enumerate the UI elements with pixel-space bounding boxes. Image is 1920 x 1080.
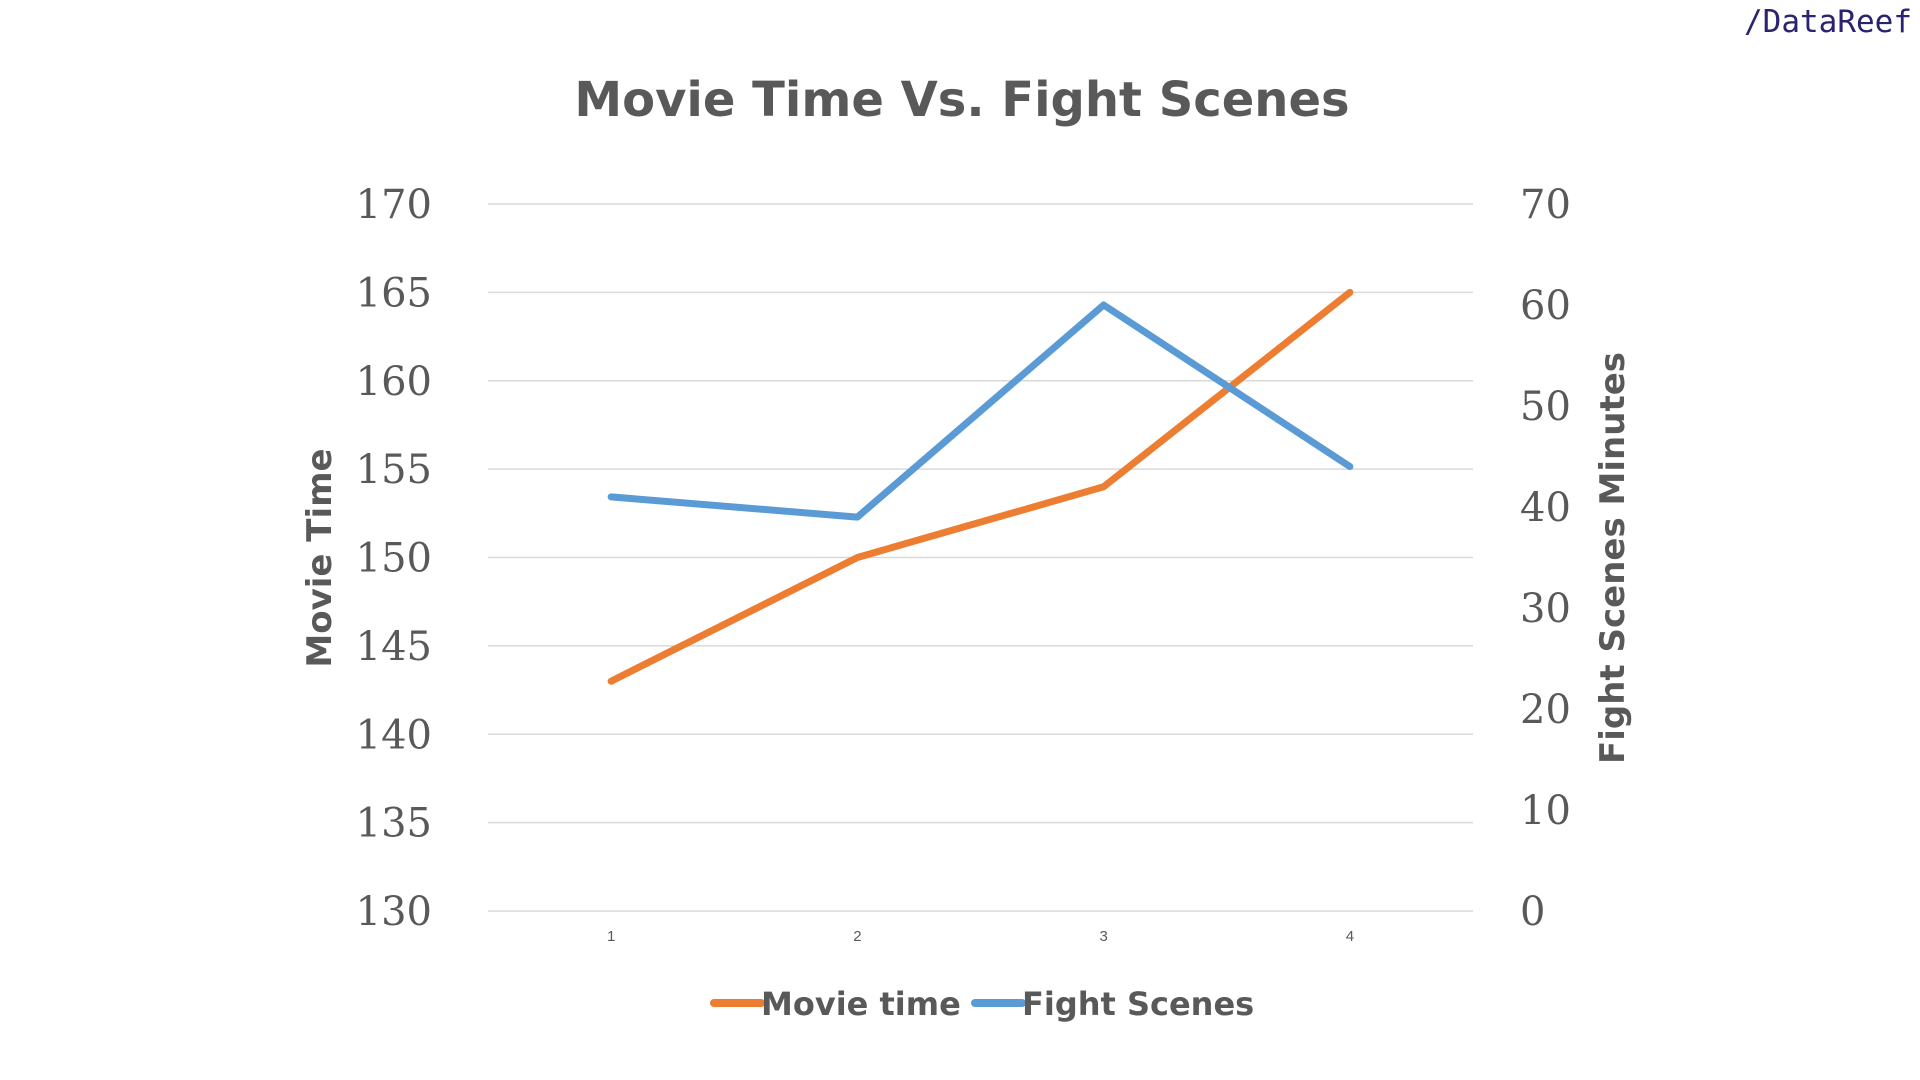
left-axis-tick-label: 140 bbox=[356, 712, 432, 758]
x-axis-ticks: 1 2 3 4 bbox=[607, 928, 1354, 945]
right-axis-tick-label: 70 bbox=[1520, 182, 1571, 228]
series-lines bbox=[607, 288, 1354, 685]
legend-label-fight-scenes: Fight Scenes bbox=[1022, 985, 1254, 1023]
left-axis-tick-label: 170 bbox=[356, 182, 432, 228]
left-axis-tick-label: 150 bbox=[356, 536, 432, 582]
left-axis-ticks: 130 135 140 145 150 155 160 165 170 bbox=[356, 182, 432, 935]
left-axis-tick-label: 160 bbox=[356, 359, 432, 405]
legend: Movie time Fight Scenes bbox=[710, 985, 1254, 1023]
left-axis-tick-label: 155 bbox=[356, 447, 432, 493]
x-axis-tick-label: 1 bbox=[607, 928, 615, 945]
chart-title: Movie Time Vs. Fight Scenes bbox=[574, 72, 1349, 128]
gridlines bbox=[488, 203, 1473, 912]
right-axis-ticks: 0 10 20 30 40 50 60 70 bbox=[1520, 182, 1571, 935]
right-axis-title: Fight Scenes Minutes bbox=[1593, 352, 1633, 764]
series-line-fight-scenes bbox=[607, 301, 1354, 521]
x-axis-tick-label: 3 bbox=[1099, 928, 1107, 945]
left-axis-tick-label: 130 bbox=[356, 889, 432, 935]
x-axis-tick-label: 4 bbox=[1346, 928, 1354, 945]
brand-logo: /DataReef bbox=[1744, 4, 1912, 40]
right-axis-tick-label: 20 bbox=[1520, 687, 1571, 733]
right-axis-tick-label: 50 bbox=[1520, 384, 1571, 430]
right-axis-tick-label: 40 bbox=[1520, 485, 1571, 531]
legend-label-movie-time: Movie time bbox=[761, 985, 961, 1023]
right-axis-tick-label: 60 bbox=[1520, 283, 1571, 329]
right-axis-tick-label: 10 bbox=[1520, 788, 1571, 834]
x-axis-tick-label: 2 bbox=[853, 928, 861, 945]
series-line-movie-time bbox=[607, 288, 1354, 685]
right-axis-tick-label: 30 bbox=[1520, 586, 1571, 632]
left-axis-title: Movie Time bbox=[300, 448, 340, 667]
left-axis-tick-label: 135 bbox=[356, 801, 432, 847]
right-axis-tick-label: 0 bbox=[1520, 889, 1545, 935]
left-axis-tick-label: 145 bbox=[356, 624, 432, 670]
left-axis-tick-label: 165 bbox=[356, 270, 432, 316]
